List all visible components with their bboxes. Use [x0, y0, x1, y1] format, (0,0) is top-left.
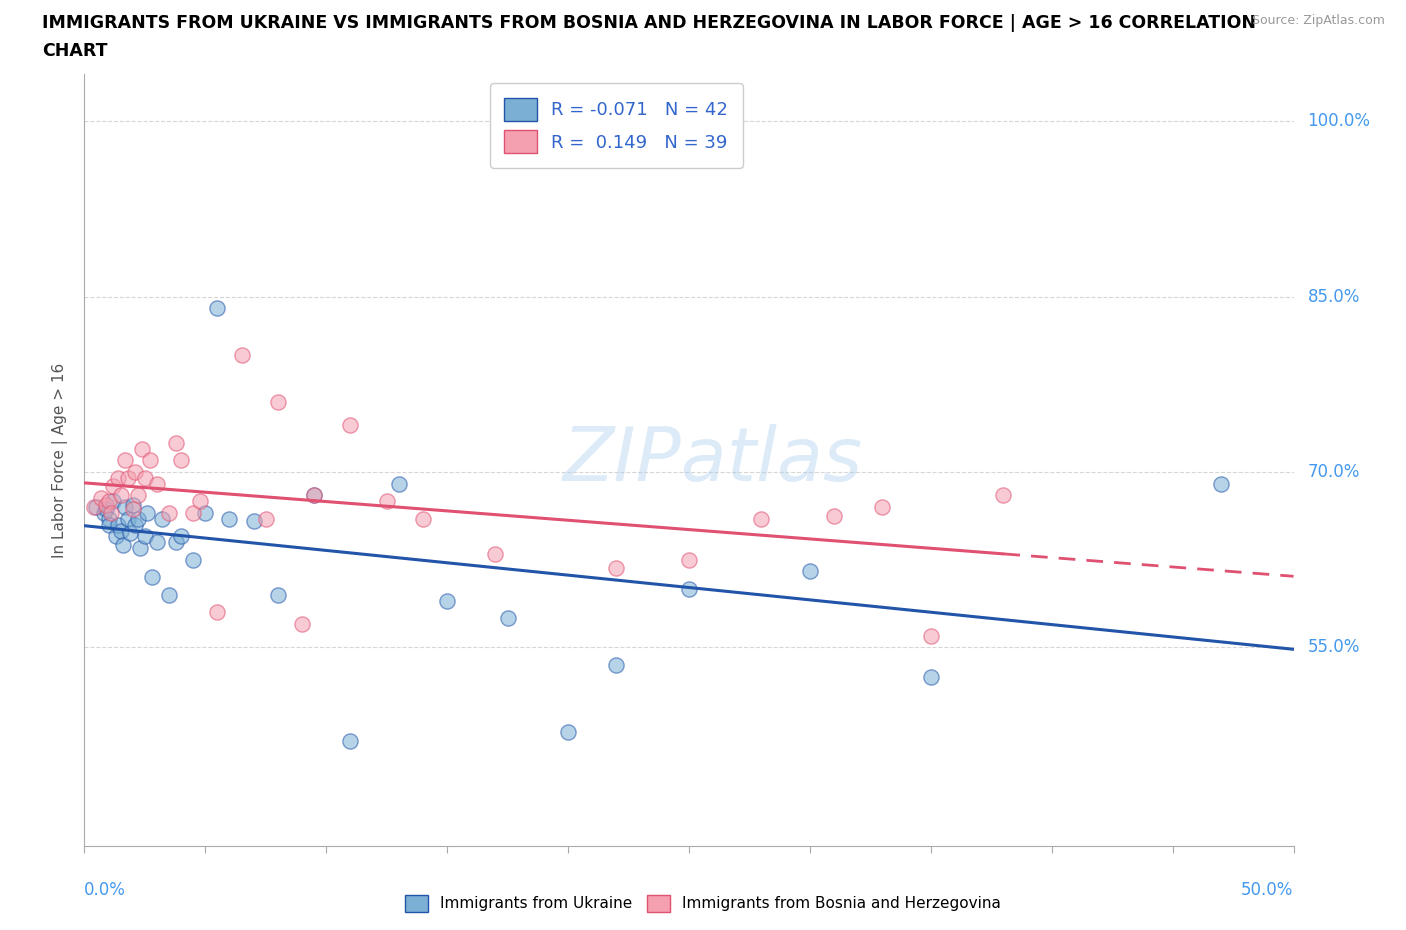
Point	[146, 476, 169, 491]
Point	[436, 593, 458, 608]
Point	[127, 488, 149, 503]
Point	[605, 561, 627, 576]
Point	[170, 453, 193, 468]
Point	[110, 488, 132, 503]
Point	[112, 538, 135, 552]
Point	[1209, 476, 1232, 491]
Point	[412, 512, 434, 526]
Point	[129, 540, 152, 555]
Point	[207, 301, 229, 316]
Point	[103, 494, 125, 509]
Point	[751, 512, 773, 526]
Text: 0.0%: 0.0%	[84, 881, 127, 899]
Text: IMMIGRANTS FROM UKRAINE VS IMMIGRANTS FROM BOSNIA AND HERZEGOVINA IN LABOR FORCE: IMMIGRANTS FROM UKRAINE VS IMMIGRANTS FR…	[42, 14, 1256, 32]
Point	[94, 502, 117, 517]
Point	[104, 529, 127, 544]
Point	[120, 525, 142, 540]
Point	[678, 552, 700, 567]
Point	[114, 499, 136, 514]
Point	[157, 506, 180, 521]
Point	[920, 670, 942, 684]
Point	[141, 570, 163, 585]
Point	[823, 509, 845, 524]
Point	[165, 435, 187, 450]
Point	[136, 506, 159, 521]
Point	[124, 465, 146, 480]
Point	[150, 512, 173, 526]
Point	[242, 513, 264, 528]
Point	[291, 617, 314, 631]
Point	[181, 506, 204, 521]
Point	[496, 611, 519, 626]
Text: ZIPatlas: ZIPatlas	[562, 424, 863, 497]
Point	[127, 512, 149, 526]
Point	[93, 506, 115, 521]
Point	[799, 564, 821, 578]
Text: 85.0%: 85.0%	[1308, 287, 1360, 306]
Point	[110, 523, 132, 538]
Point	[103, 479, 125, 494]
Point	[170, 529, 193, 544]
Point	[920, 629, 942, 644]
Point	[138, 453, 160, 468]
Point	[146, 535, 169, 550]
Y-axis label: In Labor Force | Age > 16: In Labor Force | Age > 16	[52, 363, 69, 558]
Point	[267, 394, 290, 409]
Point	[872, 499, 894, 514]
Text: Source: ZipAtlas.com: Source: ZipAtlas.com	[1251, 14, 1385, 27]
Text: 100.0%: 100.0%	[1308, 113, 1371, 130]
Point	[207, 604, 229, 619]
Point	[90, 490, 112, 505]
Point	[117, 512, 139, 526]
Point	[339, 418, 361, 432]
Text: 70.0%: 70.0%	[1308, 463, 1360, 481]
Point	[131, 441, 153, 456]
Point	[231, 348, 253, 363]
Point	[302, 488, 325, 503]
Point	[557, 724, 579, 739]
Point	[165, 535, 187, 550]
Point	[993, 488, 1015, 503]
Text: 55.0%: 55.0%	[1308, 639, 1360, 657]
Point	[339, 734, 361, 749]
Point	[94, 498, 117, 512]
Point	[117, 471, 139, 485]
Point	[190, 494, 212, 509]
Point	[157, 588, 180, 603]
Legend: R = -0.071   N = 42, R =  0.149   N = 39: R = -0.071 N = 42, R = 0.149 N = 39	[491, 84, 742, 167]
Point	[97, 512, 120, 526]
Point	[121, 502, 143, 517]
Point	[97, 517, 120, 532]
Point	[134, 529, 156, 544]
Point	[97, 494, 120, 509]
Point	[484, 547, 506, 562]
Point	[107, 517, 129, 532]
Point	[375, 494, 398, 509]
Point	[605, 658, 627, 672]
Point	[388, 476, 411, 491]
Point	[181, 552, 204, 567]
Point	[254, 512, 277, 526]
Point	[124, 517, 146, 532]
Point	[121, 498, 143, 512]
Point	[194, 506, 217, 521]
Point	[114, 453, 136, 468]
Point	[83, 499, 105, 514]
Legend: Immigrants from Ukraine, Immigrants from Bosnia and Herzegovina: Immigrants from Ukraine, Immigrants from…	[398, 889, 1008, 918]
Point	[302, 488, 325, 503]
Point	[678, 581, 700, 596]
Text: 50.0%: 50.0%	[1241, 881, 1294, 899]
Point	[100, 506, 122, 521]
Point	[134, 471, 156, 485]
Text: CHART: CHART	[42, 42, 108, 60]
Point	[107, 471, 129, 485]
Point	[267, 588, 290, 603]
Point	[86, 499, 108, 514]
Point	[218, 512, 240, 526]
